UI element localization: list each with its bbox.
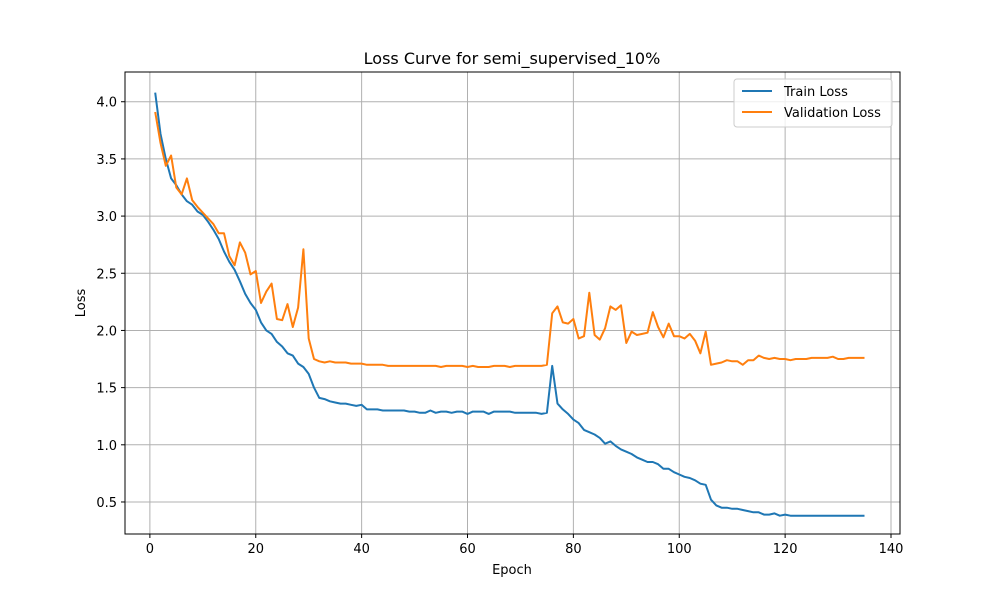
y-axis-label: Loss (74, 289, 89, 318)
x-tick-label: 140 (879, 542, 904, 557)
y-tick-label: 3.0 (96, 210, 117, 225)
legend-box (733, 78, 893, 128)
legend: Train Loss Validation Loss (733, 78, 893, 128)
series-line-validation-loss (154, 111, 865, 368)
y-tick-label: 4.0 (96, 96, 117, 111)
y-tick-label: 0.5 (96, 496, 117, 511)
grid (125, 72, 900, 534)
x-tick-label: 20 (247, 542, 264, 557)
x-axis-ticks: 0 20 40 60 80 100 120 140 (146, 534, 904, 557)
x-tick-label: 60 (459, 542, 476, 557)
x-tick-label: 80 (565, 542, 582, 557)
legend-label-validation-loss: Validation Loss (784, 106, 881, 121)
x-tick-label: 40 (353, 542, 370, 557)
plot-frame (124, 71, 901, 535)
x-axis-label: Epoch (492, 563, 532, 578)
x-tick-label: 120 (773, 542, 798, 557)
series-line-train-loss (154, 92, 865, 517)
plot-area (125, 72, 900, 534)
y-axis-ticks: 0.5 1.0 1.5 2.0 2.5 3.0 3.5 4.0 (96, 96, 125, 511)
x-tick-label: 100 (667, 542, 692, 557)
y-tick-label: 2.5 (96, 267, 117, 282)
y-tick-label: 2.0 (96, 324, 117, 339)
series-lines (154, 92, 865, 517)
y-tick-label: 3.5 (96, 153, 117, 168)
y-tick-label: 1.0 (96, 439, 117, 454)
y-tick-label: 1.5 (96, 382, 117, 397)
chart-title: Loss Curve for semi_supervised_10% (364, 49, 661, 69)
legend-label-train-loss: Train Loss (783, 85, 848, 100)
x-tick-label: 0 (146, 542, 154, 557)
